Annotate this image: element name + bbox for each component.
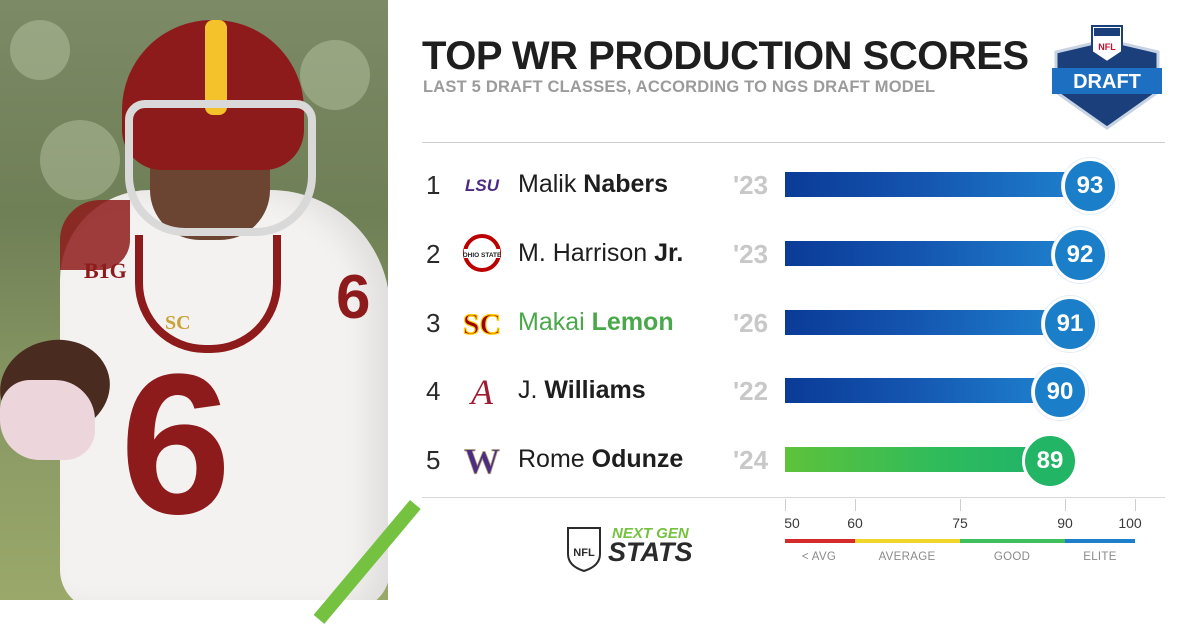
score-bar xyxy=(785,447,1050,472)
zone-label-average: AVERAGE xyxy=(878,551,936,563)
conference-patch: B1G xyxy=(84,258,127,283)
scale-tick xyxy=(960,499,961,511)
ngs-stats-text: STATS xyxy=(608,537,693,567)
score-badge: 91 xyxy=(1042,296,1098,352)
scale-tick-label: 75 xyxy=(952,515,968,531)
washington-logo-icon: W xyxy=(464,441,501,481)
scale-tick-label: 90 xyxy=(1057,515,1073,531)
draft-text: DRAFT xyxy=(1073,71,1141,93)
page-subtitle: LAST 5 DRAFT CLASSES, ACCORDING TO NGS D… xyxy=(423,78,936,96)
ngs-next-gen-text: NEXT GEN xyxy=(612,525,689,542)
scale-tick xyxy=(1135,499,1136,511)
player-name-highlighted: Makai Lemon xyxy=(518,308,674,336)
score-bar xyxy=(785,172,1090,197)
score-bar xyxy=(785,241,1080,266)
rank-number: 1 xyxy=(426,170,441,200)
list-item: 2 OHIO STATE M. Harrison Jr. '23 92 xyxy=(420,227,1180,283)
alabama-logo-icon: A xyxy=(469,372,494,412)
alabama-logo-text: A xyxy=(469,372,494,412)
scale-tick xyxy=(785,499,786,511)
draft-year: '23 xyxy=(733,239,769,269)
usc-logo-icon: SC xyxy=(462,307,502,341)
player-name: J. Williams xyxy=(518,376,646,404)
player-name: Malik Nabers xyxy=(518,170,669,198)
list-item: 3 SC Makai Lemon '26 91 xyxy=(420,296,1180,352)
helmet-stripe xyxy=(205,20,227,115)
score-badge: 90 xyxy=(1032,364,1088,420)
draft-banner xyxy=(1052,68,1162,94)
rank-number: 3 xyxy=(426,308,441,338)
draft-year: '22 xyxy=(733,376,769,406)
rank-number: 4 xyxy=(426,376,441,406)
rank-number: 5 xyxy=(426,445,441,475)
chest-logo: SC xyxy=(165,312,191,334)
scale-tick xyxy=(855,499,856,511)
draft-year: '26 xyxy=(733,308,769,338)
scale-segment-average xyxy=(855,539,960,543)
divider-bottom xyxy=(422,497,1165,498)
nfl-shield-text: NFL xyxy=(573,547,595,559)
draft-year: '24 xyxy=(733,445,769,475)
jersey-collar xyxy=(135,235,281,353)
zone-label-below-avg: < AVG xyxy=(801,551,837,563)
zone-label-elite: ELITE xyxy=(1083,551,1117,563)
nfl-draft-logo: DRAFT NFL xyxy=(1052,25,1162,130)
nfl-text: NFL xyxy=(1098,42,1116,52)
nfl-shield-icon xyxy=(567,527,601,572)
scale-tick-label: 100 xyxy=(1118,515,1142,531)
scale-tick-label: 50 xyxy=(784,515,800,531)
next-gen-stats-logo: NFL xyxy=(567,527,601,572)
player-glove xyxy=(0,380,95,460)
player-name: M. Harrison Jr. xyxy=(518,239,684,267)
bokeh-light xyxy=(300,40,370,110)
scale-segment-below-avg xyxy=(785,539,855,543)
player-photo: 6 6 B1G SC xyxy=(0,0,388,600)
lsu-logo-text: LSU xyxy=(465,176,500,195)
scale-segment-elite xyxy=(1065,539,1135,543)
list-item: 1 LSU Malik Nabers '23 93 xyxy=(420,158,1180,214)
list-item: 5 W Rome Odunze '24 89 xyxy=(420,433,1180,489)
draft-year: '23 xyxy=(733,170,769,200)
score-bar xyxy=(785,378,1060,403)
divider-top xyxy=(422,142,1165,143)
jersey-shoulder xyxy=(60,200,130,270)
scale-segment-good xyxy=(960,539,1065,543)
bokeh-light xyxy=(40,120,120,200)
jersey-number: 6 xyxy=(120,333,232,556)
score-badge: 92 xyxy=(1052,227,1108,283)
list-item: 4 A J. Williams '22 90 xyxy=(420,364,1180,420)
score-bar xyxy=(785,310,1070,335)
sleeve-number: 6 xyxy=(336,263,371,332)
face-mask xyxy=(125,100,316,236)
bokeh-light xyxy=(10,20,70,80)
osu-logo-text: OHIO STATE xyxy=(463,252,502,259)
scale-tick-label: 60 xyxy=(847,515,863,531)
score-badge: 93 xyxy=(1062,158,1118,214)
zone-label-good: GOOD xyxy=(993,551,1031,563)
ohio-state-logo-icon: OHIO STATE xyxy=(463,234,502,272)
usc-logo-text: SC xyxy=(463,308,501,341)
page-title: TOP WR PRODUCTION SCORES xyxy=(422,34,1029,78)
scale-tick xyxy=(1065,499,1066,511)
player-name: Rome Odunze xyxy=(518,445,684,473)
washington-logo-text: W xyxy=(464,441,500,481)
lsu-logo-icon: LSU xyxy=(465,176,500,195)
rank-number: 2 xyxy=(426,239,441,269)
score-badge: 89 xyxy=(1022,433,1078,489)
